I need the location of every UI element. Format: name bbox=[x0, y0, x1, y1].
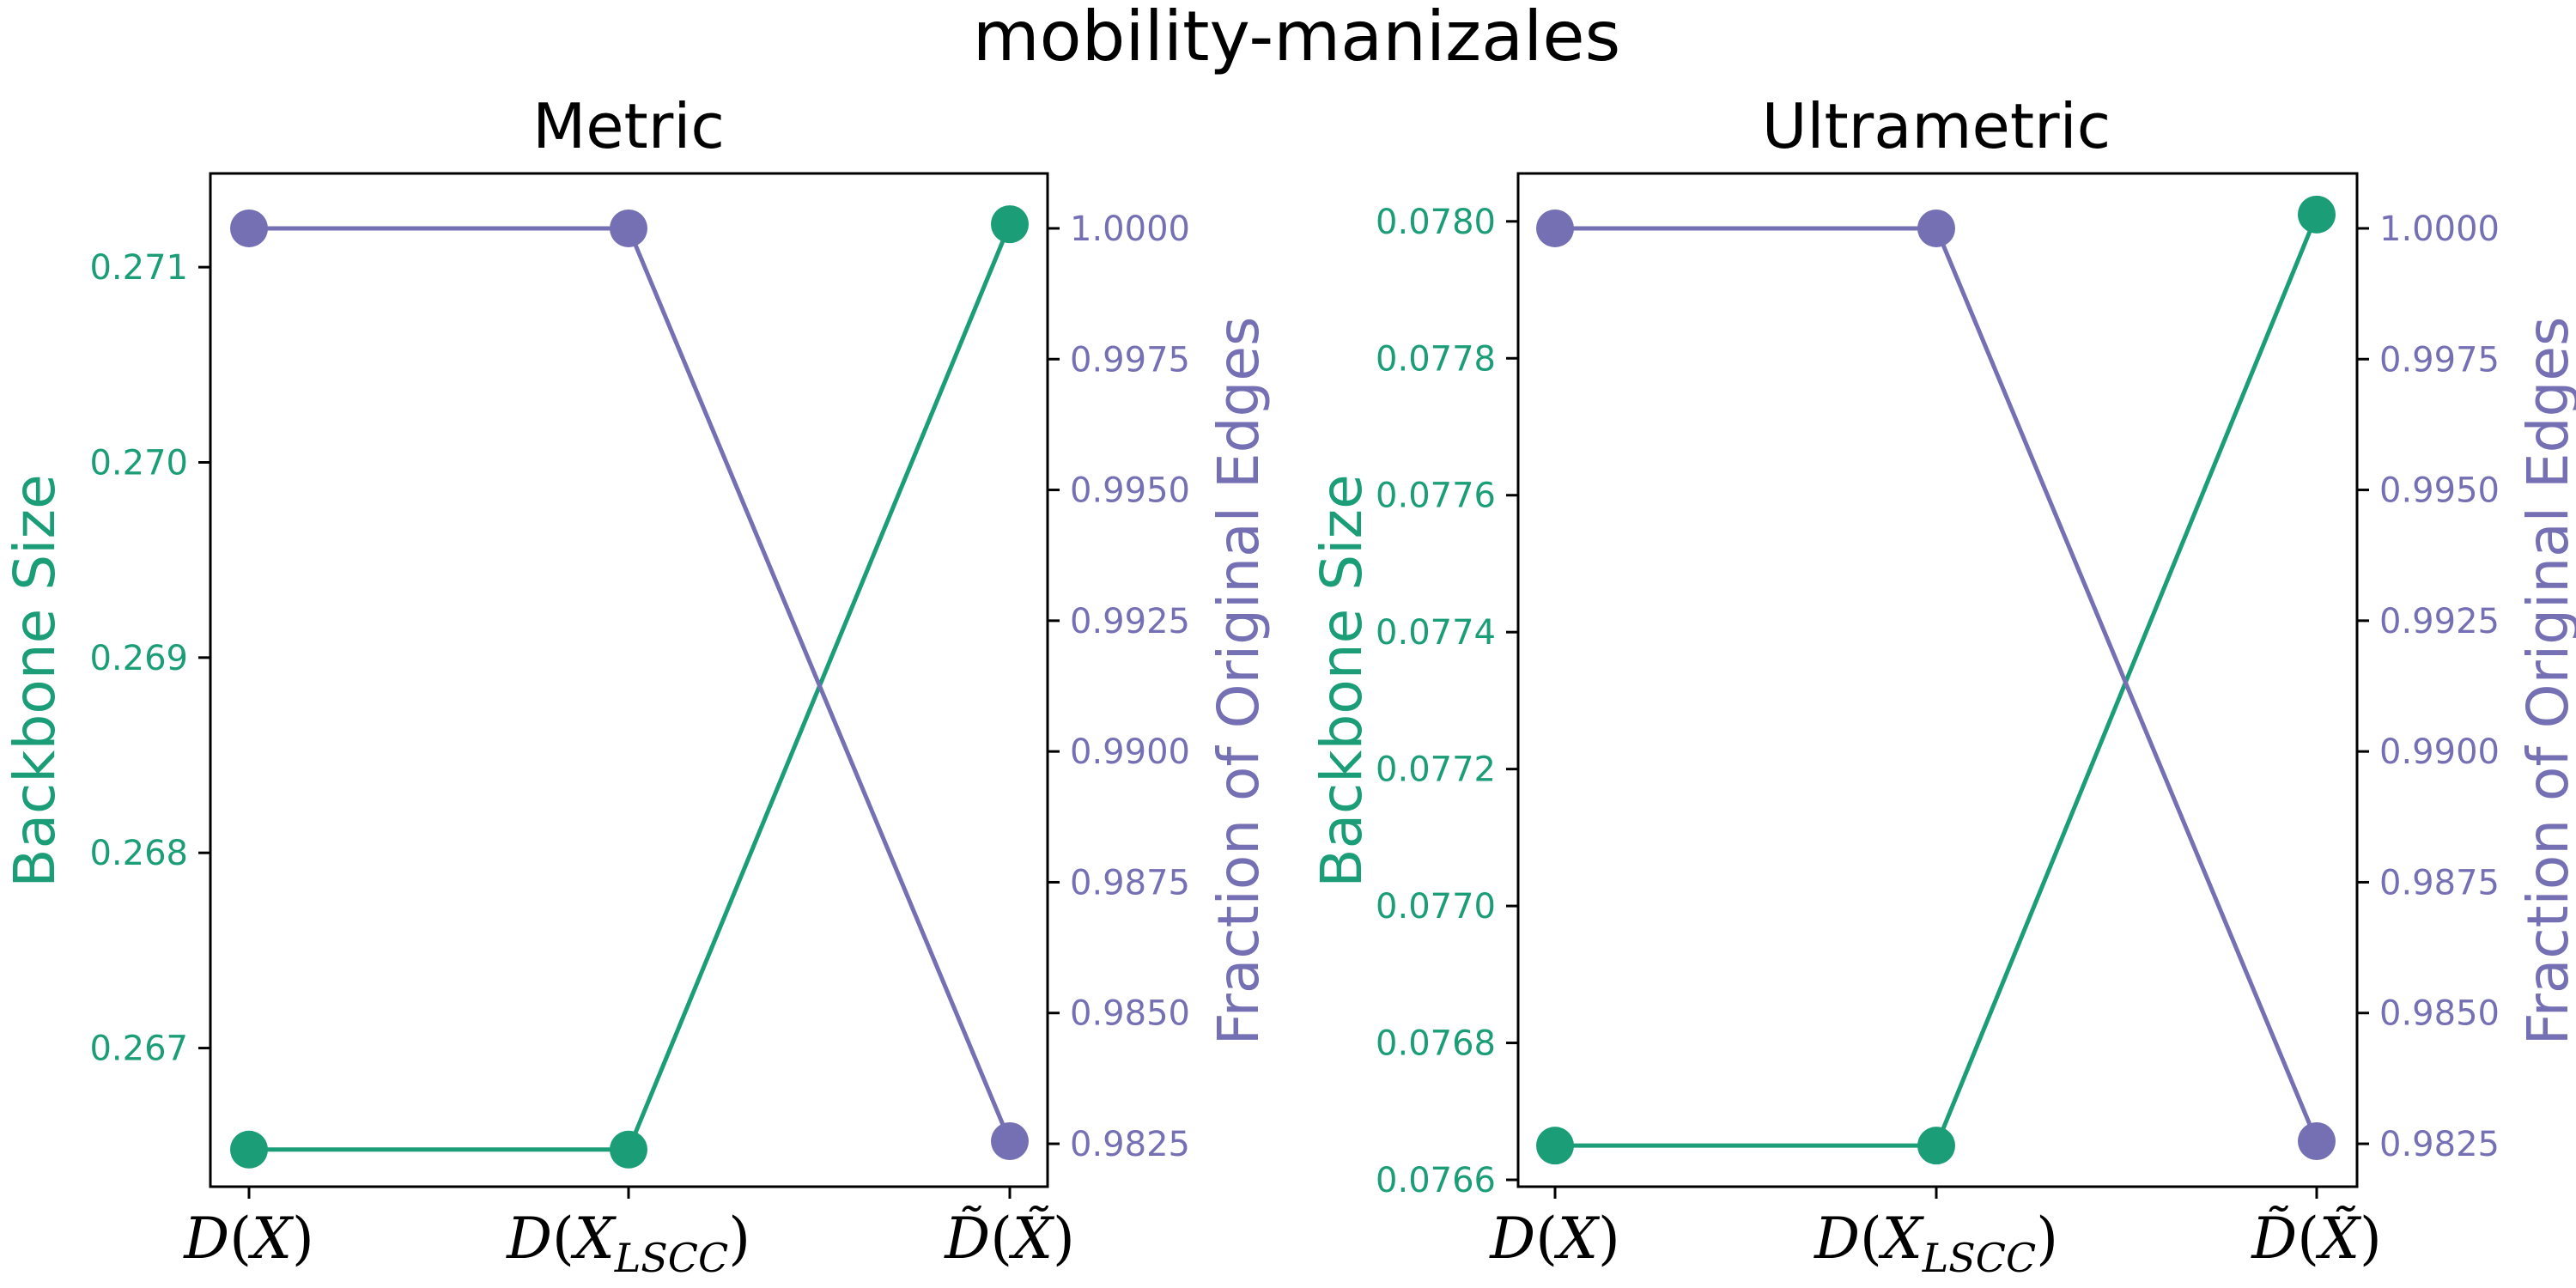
y2-tick-label: 1.0000 bbox=[2379, 210, 2500, 249]
x-axis: D(X) D(XLSCC) D̃(X̃) bbox=[1489, 1187, 2382, 1281]
left-y-axis: 0.0766 0.0768 0.0770 0.0772 0.0774 0.0776 0.07… bbox=[1376, 203, 1518, 1200]
right-y-axis-label: Fraction of Original Edges bbox=[1206, 317, 1272, 1046]
x-tick-label: D(X) bbox=[183, 1206, 313, 1272]
y2-tick-label: 0.9850 bbox=[2379, 994, 2500, 1034]
y-tick-label: 0.270 bbox=[89, 443, 188, 483]
data-point bbox=[230, 1130, 268, 1169]
y-tick-label: 0.0770 bbox=[1376, 887, 1496, 927]
left-y-axis-label: Backbone Size bbox=[2, 474, 68, 887]
figure-suptitle: mobility-manizales bbox=[973, 0, 1621, 76]
plot-frame bbox=[209, 172, 1049, 1188]
series-line bbox=[249, 223, 1012, 1152]
data-point bbox=[610, 209, 647, 247]
y2-tick-label: 0.9825 bbox=[1070, 1125, 1190, 1164]
data-point bbox=[2298, 195, 2336, 234]
y-tick-label: 0.268 bbox=[89, 834, 188, 873]
y-tick-label: 0.271 bbox=[89, 248, 188, 288]
left-y-axis-label: Backbone Size bbox=[1309, 474, 1375, 887]
y2-tick-label: 0.9850 bbox=[1070, 994, 1190, 1034]
data-point bbox=[1917, 209, 1955, 247]
series-line bbox=[1555, 226, 2319, 1142]
panel-title: Ultrametric bbox=[1762, 90, 2111, 162]
x-tick-label: D(X) bbox=[1489, 1206, 1619, 1272]
y2-tick-label: 0.9925 bbox=[2379, 602, 2500, 641]
x-tick-label: D̃(X̃) bbox=[2251, 1206, 2381, 1272]
y2-tick-label: 0.9950 bbox=[2379, 471, 2500, 511]
data-point bbox=[1917, 1127, 1955, 1165]
y-tick-label: 0.0766 bbox=[1376, 1161, 1496, 1200]
series-fraction-of-edges bbox=[230, 209, 1029, 1161]
data-point bbox=[991, 1122, 1029, 1161]
series-backbone-size bbox=[1536, 195, 2336, 1165]
y-tick-label: 0.0780 bbox=[1376, 203, 1496, 242]
y2-tick-label: 0.9975 bbox=[2379, 340, 2500, 380]
y2-tick-label: 0.9875 bbox=[2379, 863, 2500, 902]
series-layer bbox=[1536, 195, 2336, 1165]
data-point bbox=[1536, 1127, 1574, 1165]
right-y-axis: 0.9825 0.9850 0.9875 0.9900 0.9925 0.9950 0.99… bbox=[1048, 210, 1190, 1164]
y-tick-label: 0.269 bbox=[89, 639, 188, 678]
data-point bbox=[610, 1130, 647, 1169]
data-point bbox=[2298, 1122, 2336, 1161]
data-point bbox=[230, 209, 268, 247]
left-y-axis: 0.267 0.268 0.269 0.270 0.271 bbox=[89, 248, 210, 1069]
x-tick-label: D̃(X̃) bbox=[944, 1206, 1074, 1272]
y2-tick-label: 0.9900 bbox=[2379, 732, 2500, 772]
y2-tick-label: 0.9975 bbox=[1070, 340, 1190, 380]
y-tick-label: 0.0776 bbox=[1376, 477, 1496, 516]
series-line bbox=[249, 226, 1012, 1142]
y-tick-label: 0.0778 bbox=[1376, 339, 1496, 379]
x-axis: D(X) D(XLSCC) D̃(X̃) bbox=[183, 1187, 1075, 1281]
y2-tick-label: 0.9925 bbox=[1070, 602, 1190, 641]
series-backbone-size bbox=[230, 205, 1029, 1169]
y-tick-label: 0.0768 bbox=[1376, 1024, 1496, 1064]
panel-ultrametric: Ultrametric 0.07660.07680.07700.07720.07… bbox=[1309, 90, 2576, 1281]
y2-tick-label: 0.9900 bbox=[1070, 732, 1190, 772]
y-tick-label: 0.0772 bbox=[1376, 750, 1496, 790]
y2-tick-label: 1.0000 bbox=[1070, 210, 1190, 249]
data-point bbox=[1536, 209, 1574, 247]
data-point bbox=[991, 205, 1029, 244]
series-line bbox=[1555, 213, 2319, 1148]
y2-tick-label: 0.9875 bbox=[1070, 863, 1190, 902]
series-layer bbox=[230, 205, 1029, 1169]
y2-tick-label: 0.9950 bbox=[1070, 471, 1190, 511]
series-fraction-of-edges bbox=[1536, 209, 2336, 1161]
y-tick-label: 0.0774 bbox=[1376, 613, 1496, 653]
x-tick-label: D(XLSCC) bbox=[1814, 1206, 2058, 1281]
panel-title: Metric bbox=[532, 90, 725, 162]
y-tick-label: 0.267 bbox=[89, 1030, 188, 1069]
right-y-axis: 0.9825 0.9850 0.9875 0.9900 0.9925 0.9950 0.99… bbox=[2357, 210, 2500, 1164]
right-y-axis-label: Fraction of Original Edges bbox=[2515, 317, 2576, 1046]
x-tick-label: D(XLSCC) bbox=[506, 1206, 750, 1281]
y2-tick-label: 0.9825 bbox=[2379, 1125, 2500, 1164]
plot-frame bbox=[1516, 172, 2359, 1188]
